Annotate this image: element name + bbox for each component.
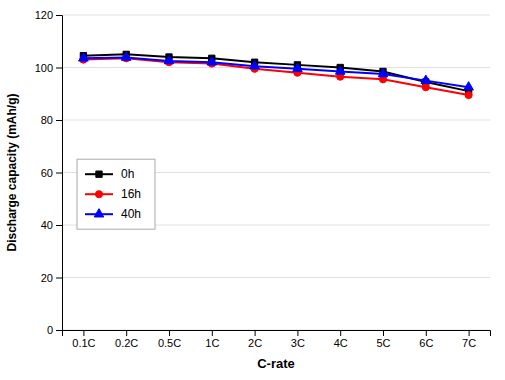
chart: 0.1C 0.2C 0.5C 1C 2C 3C 4C 5C 6C 7C 0 20 40 60 80 100 12… (0, 0, 505, 380)
legend-label: 16h (121, 187, 141, 201)
tick-label: 120 (35, 9, 53, 21)
tick-label: 0.2C (115, 337, 138, 349)
tick-label: 80 (41, 114, 53, 126)
x-tick: 5C (376, 330, 390, 349)
plot: 0.1C 0.2C 0.5C 1C 2C 3C 4C 5C 6C 7C 0 20 40 60 80 100 12… (35, 9, 491, 349)
point-marker (79, 53, 89, 61)
series-line (83, 58, 468, 88)
grid (62, 15, 490, 330)
x-tick: 0.2C (115, 330, 138, 349)
point-marker (335, 66, 345, 74)
axis-line (63, 331, 491, 337)
tick-label: 3C (291, 337, 305, 349)
point-marker (464, 82, 474, 90)
tick-label: 4C (334, 337, 348, 349)
point-marker (421, 75, 431, 83)
tick-label: 5C (376, 337, 390, 349)
x-tick: 0.5C (158, 330, 181, 349)
tick-label: 20 (41, 272, 53, 284)
y-tick: 120 (35, 9, 62, 21)
legend-item: 16h (85, 187, 141, 201)
y-tick: 80 (41, 114, 62, 126)
x-axis-title: C-rate (257, 356, 295, 371)
tick-mark (56, 225, 62, 226)
x-tick: 1C (205, 330, 219, 349)
grid-line (62, 277, 490, 278)
tick-label: 2C (248, 337, 262, 349)
tick-label: 40 (41, 219, 53, 231)
tick-label: 100 (35, 62, 53, 74)
legend-item: 40h (85, 207, 141, 221)
y-tick: 40 (41, 219, 62, 231)
y-axis: 0 20 40 60 80 100 120 (35, 9, 63, 336)
legend-label: 40h (121, 207, 141, 221)
tick-mark (255, 330, 256, 336)
x-tick: 4C (334, 330, 348, 349)
legend-marker (94, 209, 104, 217)
tick-label: 7C (462, 337, 476, 349)
point-marker (465, 91, 472, 98)
x-tick: 6C (419, 330, 433, 349)
x-tick: 2C (248, 330, 262, 349)
point-marker (293, 63, 303, 71)
tick-mark (56, 278, 62, 279)
tick-label: 0 (47, 324, 53, 336)
legend: 0h 16h 40h (77, 159, 155, 229)
tick-label: 1C (205, 337, 219, 349)
y-tick: 20 (41, 272, 62, 284)
legend-frame (77, 159, 155, 229)
tick-mark (297, 330, 298, 336)
tick-mark (126, 330, 127, 336)
tick-label: 0.5C (158, 337, 181, 349)
tick-mark (56, 120, 62, 121)
point-marker (164, 55, 174, 63)
y-tick: 60 (41, 167, 62, 179)
tick-mark (56, 68, 62, 69)
point-marker (378, 69, 388, 77)
series-layer (79, 51, 474, 98)
tick-mark (56, 15, 62, 16)
tick-mark (83, 330, 84, 336)
tick-mark (56, 173, 62, 174)
tick-mark (212, 330, 213, 336)
series-line (83, 58, 468, 95)
tick-mark (169, 330, 170, 336)
x-axis: 0.1C 0.2C 0.5C 1C 2C 3C 4C 5C 6C 7C (63, 330, 491, 349)
tick-label: 60 (41, 167, 53, 179)
point-marker (207, 57, 217, 65)
legend-label: 0h (121, 167, 134, 181)
point-marker (121, 52, 131, 60)
y-axis-title: Discharge capacity (mAh/g) (5, 93, 19, 251)
point-marker (250, 61, 260, 69)
legend-marker (96, 171, 102, 177)
tick-mark (340, 330, 341, 336)
x-tick: 3C (291, 330, 305, 349)
tick-mark (383, 330, 384, 336)
grid-line (62, 15, 490, 16)
y-tick: 100 (35, 62, 62, 74)
tick-mark (469, 330, 470, 336)
legend-marker (95, 191, 102, 198)
tick-label: 6C (419, 337, 433, 349)
tick-mark (426, 330, 427, 336)
y-tick: 0 (47, 324, 62, 336)
x-tick: 0.1C (72, 330, 95, 349)
x-tick: 7C (462, 330, 476, 349)
legend-item: 0h (85, 167, 134, 181)
grid-line (62, 120, 490, 121)
tick-mark (56, 330, 62, 331)
axis-line (56, 16, 63, 331)
tick-label: 0.1C (72, 337, 95, 349)
point-marker (422, 84, 429, 91)
